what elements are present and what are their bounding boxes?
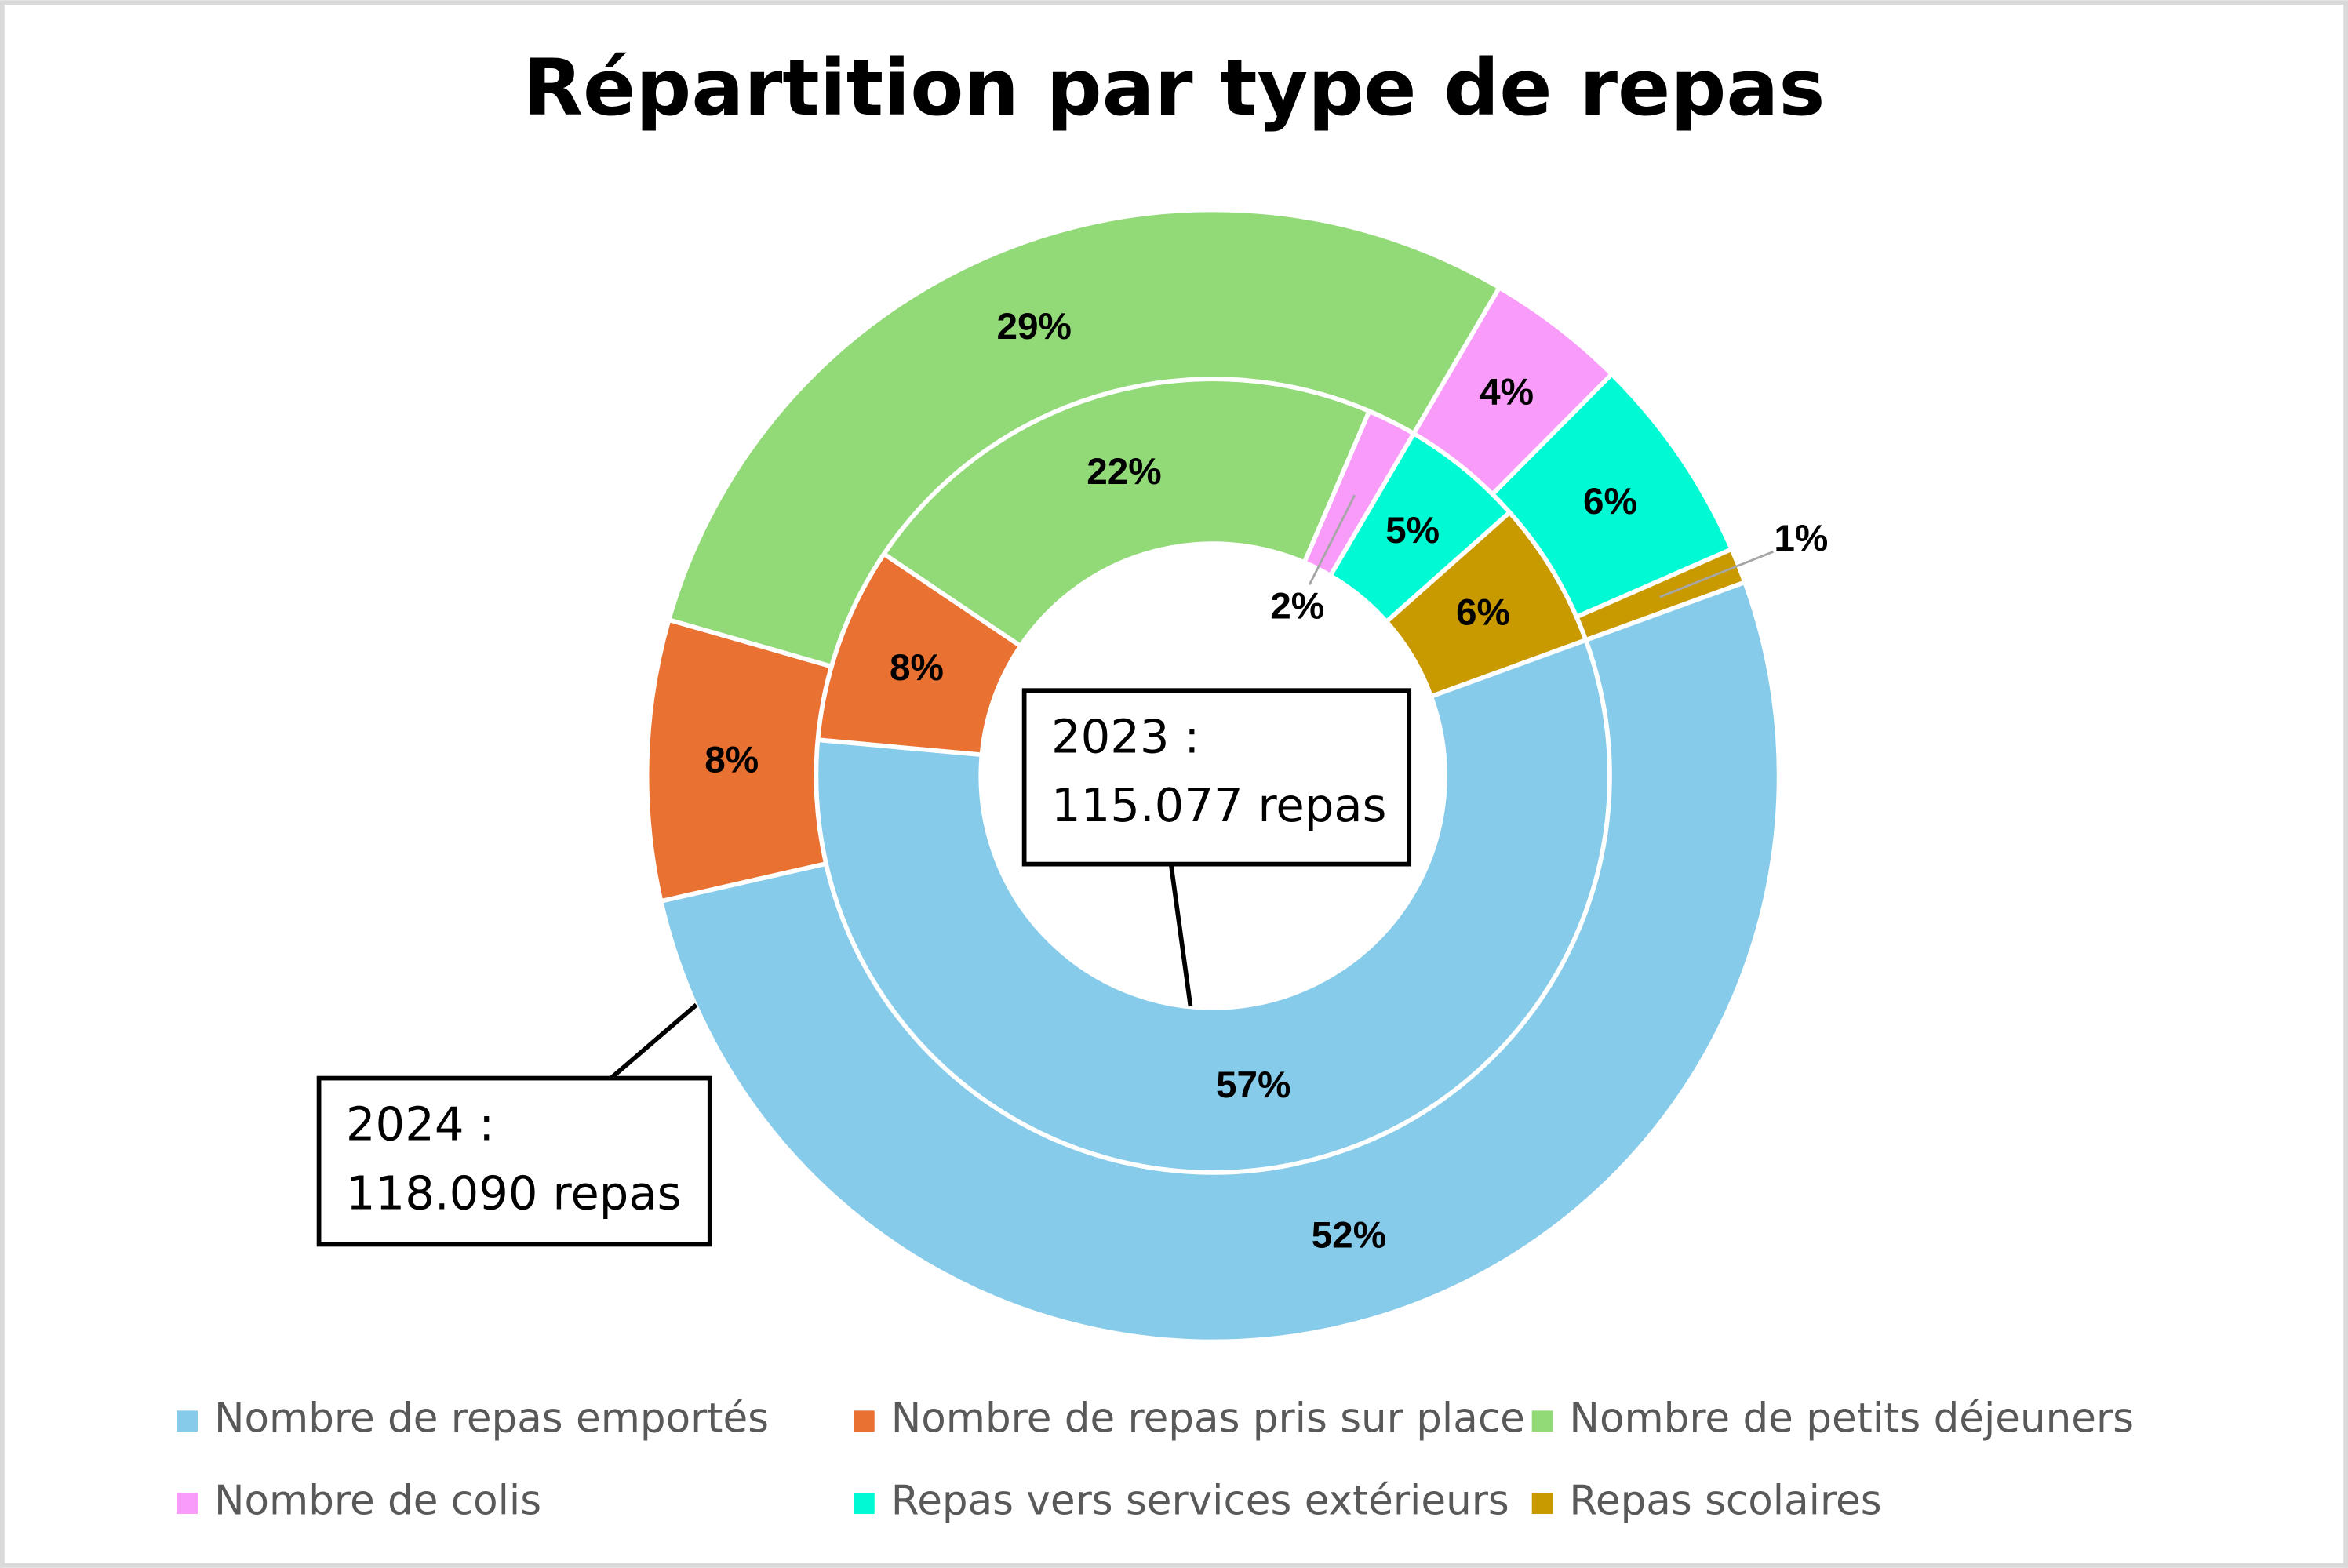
- data-label: 6%: [1456, 591, 1510, 633]
- data-label: 4%: [1480, 371, 1534, 413]
- legend-swatch: [854, 1493, 875, 1515]
- data-label: 8%: [890, 647, 944, 689]
- legend-label: Repas scolaires: [1569, 1478, 1881, 1525]
- data-label: 52%: [1312, 1214, 1387, 1256]
- data-label: 6%: [1583, 481, 1637, 522]
- data-label: 29%: [996, 306, 1072, 347]
- legend-swatch: [177, 1493, 198, 1515]
- legend-swatch: [177, 1410, 198, 1432]
- chart-title: Répartition par type de repas: [523, 43, 1826, 133]
- callout-box: [1021, 688, 1412, 867]
- leader-line: [1659, 550, 1774, 598]
- legend-label: Nombre de petits déjeuners: [1569, 1395, 2134, 1442]
- legend-label: Repas vers services extérieurs: [891, 1478, 1509, 1525]
- data-label: 1%: [1774, 518, 1828, 559]
- legend-swatch: [854, 1410, 875, 1432]
- data-label: 2%: [1270, 586, 1324, 628]
- data-label: 5%: [1385, 510, 1440, 551]
- data-label: 22%: [1087, 451, 1162, 493]
- rings: [644, 207, 1782, 1344]
- donut-segment: [658, 579, 1782, 1344]
- callout-text: 115.077 repas: [1051, 778, 1386, 832]
- legend-label: Nombre de repas emportés: [214, 1395, 769, 1442]
- callout-line: [1168, 864, 1193, 1007]
- callout-box: [316, 1075, 712, 1247]
- callout-text: 118.090 repas: [346, 1166, 681, 1220]
- legend-label: Nombre de repas pris sur place: [891, 1395, 1525, 1442]
- legend-swatch: [1531, 1493, 1553, 1515]
- data-label: 57%: [1216, 1064, 1291, 1106]
- legend-label: Nombre de colis: [214, 1478, 541, 1525]
- legend-swatch: [1531, 1410, 1553, 1432]
- leader-line: [1308, 494, 1356, 586]
- data-label: 8%: [704, 739, 759, 780]
- callout-text: 2024 :: [346, 1097, 494, 1151]
- donut-segment: [1573, 546, 1748, 643]
- donut-segment: [666, 207, 1503, 670]
- labels: 57% 8% 22% 2% 5% 6% 52% 8% 29% 4% 6% 1% 2023 : 115.07…: [316, 306, 1828, 1256]
- legend: Nombre de repas emportés Nombre de repas …: [177, 1395, 2134, 1525]
- callout-line: [609, 1002, 698, 1080]
- callout-text: 2023 :: [1051, 709, 1199, 763]
